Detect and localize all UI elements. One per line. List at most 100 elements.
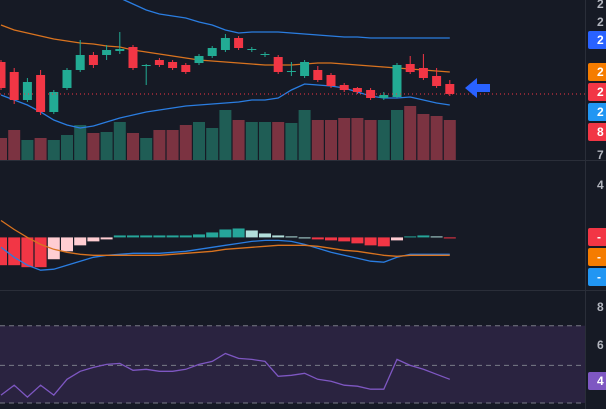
price-label: 7 <box>597 148 604 162</box>
volume-bar <box>127 133 139 160</box>
volume-bar <box>8 130 21 160</box>
volume-bar <box>34 138 47 160</box>
macd-histogram-bar <box>8 237 21 266</box>
volume-bar <box>325 120 337 160</box>
volume-bar <box>179 125 192 160</box>
price-label: 2 <box>597 65 604 79</box>
volume-bar <box>245 122 258 160</box>
volume-bar <box>153 130 166 160</box>
price-label-box <box>588 123 606 141</box>
volume-bar <box>100 132 113 160</box>
volume-bar <box>285 123 298 160</box>
macd-histogram-bar <box>430 236 443 238</box>
macd-histogram-bar <box>166 235 179 238</box>
price-label: 2 <box>597 33 604 47</box>
price-label: 8 <box>597 125 604 139</box>
volume-bar <box>113 122 126 160</box>
macd-histogram-bar <box>417 235 430 238</box>
macd-histogram-bar <box>272 235 285 238</box>
macd-histogram-bar <box>113 235 126 238</box>
volume-bar <box>87 133 100 160</box>
candle-body <box>445 84 455 94</box>
volume-bar <box>298 110 311 160</box>
price-label: 2 <box>597 85 604 99</box>
candle-body <box>168 62 178 68</box>
candle-body <box>194 56 204 63</box>
candle-body <box>286 71 296 72</box>
volume-bar <box>417 114 430 160</box>
candle-body <box>234 38 244 48</box>
price-label-box <box>588 268 606 286</box>
price-label-box <box>588 31 606 49</box>
price-label: 4 <box>597 374 604 388</box>
candle-body <box>115 49 125 51</box>
signal-line <box>0 219 450 257</box>
macd-histogram-bar <box>100 237 113 240</box>
macd-histogram-bar <box>443 237 456 239</box>
price-label-box <box>588 372 606 390</box>
price-label-box <box>588 83 606 101</box>
macd-histogram-bar <box>351 237 364 244</box>
volume-bar <box>391 110 403 160</box>
macd-histogram-bar <box>87 237 100 242</box>
candle-body <box>154 60 164 65</box>
candle-body <box>260 54 270 55</box>
macd-histogram-bar <box>311 237 324 240</box>
candle-body <box>0 62 6 88</box>
candle-body <box>22 82 32 100</box>
rsi-line <box>0 352 451 398</box>
candle-body <box>128 47 138 68</box>
candle-body <box>247 49 257 50</box>
price-label: 8 <box>597 300 604 314</box>
candle-body <box>273 57 283 72</box>
band-line <box>122 0 450 39</box>
macd-histogram-bar <box>140 235 153 238</box>
macd-histogram-bar <box>61 237 73 252</box>
volume-bar <box>47 140 60 160</box>
current-price-arrow <box>465 78 490 98</box>
price-label: 2 <box>597 15 604 29</box>
volume-bar <box>232 120 245 160</box>
volume-bar <box>311 120 324 160</box>
candle-body <box>75 55 85 70</box>
candle-body <box>300 62 310 76</box>
volume-bar <box>74 125 87 160</box>
price-pane <box>0 0 585 160</box>
macd-histogram-bar <box>259 233 271 238</box>
macd-histogram-bar <box>245 230 258 238</box>
price-label-box <box>588 228 606 246</box>
price-label-box <box>588 63 606 81</box>
candle-body <box>339 85 349 90</box>
macd-histogram-bar <box>21 237 34 268</box>
rsi-pane <box>0 325 585 404</box>
volume-bar <box>364 120 377 160</box>
candle-body <box>49 92 59 112</box>
candle-body <box>9 72 19 100</box>
price-label: - <box>597 250 601 264</box>
macd-histogram-bar <box>364 237 377 246</box>
macd-line <box>0 239 450 271</box>
candle-body <box>313 70 323 80</box>
candle-body <box>207 48 217 56</box>
rsi-band <box>0 325 585 404</box>
price-label: 6 <box>597 338 604 352</box>
macd-histogram-bar <box>298 237 311 239</box>
candle-body <box>88 55 98 65</box>
macd-histogram-bar <box>325 237 337 241</box>
price-label: - <box>597 230 601 244</box>
volume-bar <box>272 122 285 160</box>
macd-histogram-bar <box>153 235 166 238</box>
volume-bar <box>0 138 7 160</box>
macd-histogram-bar <box>206 232 219 238</box>
macd-histogram-bar <box>285 236 298 238</box>
macd-histogram-bar <box>0 237 7 266</box>
macd-histogram-bar <box>404 236 417 238</box>
volume-bar <box>404 106 417 160</box>
candle-body <box>181 65 191 72</box>
candle-body <box>220 38 230 50</box>
macd-histogram-bar <box>74 237 87 246</box>
macd-histogram-bar <box>338 237 351 242</box>
candle-body <box>418 68 428 78</box>
macd-histogram-bar <box>377 237 390 247</box>
